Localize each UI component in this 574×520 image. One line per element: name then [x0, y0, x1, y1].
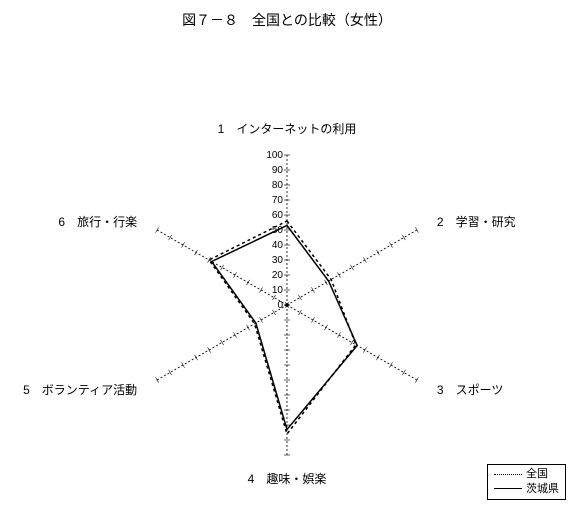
legend-label: 全国 [526, 467, 548, 481]
svg-text:90: 90 [272, 165, 284, 176]
svg-text:1 インターネットの利用: 1 インターネットの利用 [218, 122, 357, 136]
legend: 全国 茨城県 [487, 464, 566, 500]
legend-item: 茨城県 [494, 482, 559, 496]
legend-swatch-dash [494, 474, 522, 475]
chart-container: 図７－８ 全国との比較（女性） 01020304050607080901001 … [0, 0, 574, 508]
svg-text:4 趣味・娯楽: 4 趣味・娯楽 [248, 471, 327, 486]
svg-text:30: 30 [272, 255, 284, 266]
svg-text:0: 0 [277, 300, 283, 311]
chart-title: 図７－８ 全国との比較（女性） [0, 0, 574, 30]
svg-text:10: 10 [272, 285, 284, 296]
svg-text:70: 70 [272, 195, 284, 206]
svg-text:80: 80 [272, 180, 284, 191]
legend-swatch-solid [494, 488, 522, 489]
svg-text:2 学習・研究: 2 学習・研究 [437, 214, 516, 229]
svg-text:40: 40 [272, 240, 284, 251]
svg-text:3 スポーツ: 3 スポーツ [437, 383, 503, 397]
svg-text:60: 60 [272, 210, 284, 221]
svg-text:100: 100 [266, 150, 283, 161]
radar-chart: 01020304050607080901001 インターネットの利用2 学習・研… [0, 30, 574, 520]
legend-label: 茨城県 [526, 482, 559, 496]
svg-text:6 旅行・行楽: 6 旅行・行楽 [58, 215, 137, 229]
svg-text:20: 20 [272, 270, 284, 281]
svg-text:5 ボランティア活動: 5 ボランティア活動 [23, 383, 137, 397]
legend-item: 全国 [494, 467, 559, 481]
